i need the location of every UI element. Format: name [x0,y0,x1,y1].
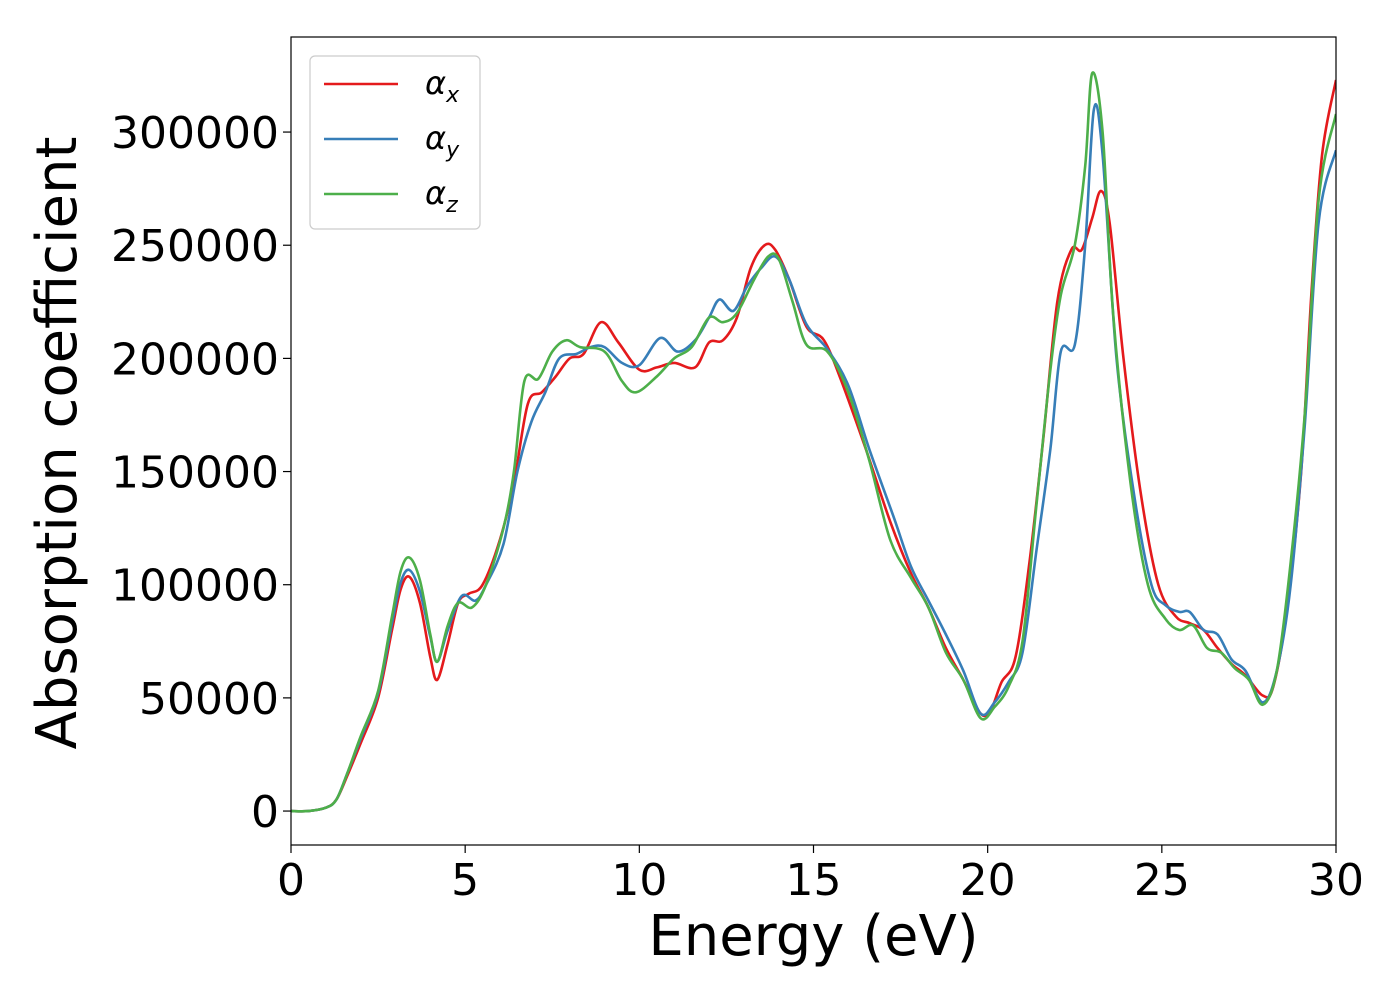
y-tick-label: 200000 [111,334,279,385]
ticks-layer: 0 5 10 15 20 25 30 0 50000 100000 150000 200000 2500… [111,108,1364,906]
y-tick-label: 150000 [111,448,279,499]
y-tick-label: 100000 [111,561,279,612]
y-tick-label: 50000 [139,674,279,725]
legend: αx αy αz [309,55,481,230]
x-axis-title: Energy (eV) [648,904,978,969]
y-tick-label: 250000 [111,221,279,272]
x-tick-label: 10 [611,855,667,906]
x-tick-label: 20 [960,855,1016,906]
x-tick-label: 15 [786,855,842,906]
x-tick-label: 30 [1308,855,1364,906]
series-line-x [291,79,1336,813]
x-tick-label: 25 [1134,855,1190,906]
y-tick-label: 300000 [111,108,279,159]
y-tick-label: 0 [251,787,279,838]
x-tick-label: 5 [451,855,479,906]
series-line-z [291,71,1336,813]
legend-box [309,55,481,230]
legend-label-y: αy [425,119,460,163]
x-tick-label: 0 [277,855,305,906]
legend-label-z: αz [425,174,458,218]
series-layer [291,71,1336,813]
y-axis-title: Absorption coefficient [25,137,90,750]
legend-label-x: αx [425,64,460,108]
